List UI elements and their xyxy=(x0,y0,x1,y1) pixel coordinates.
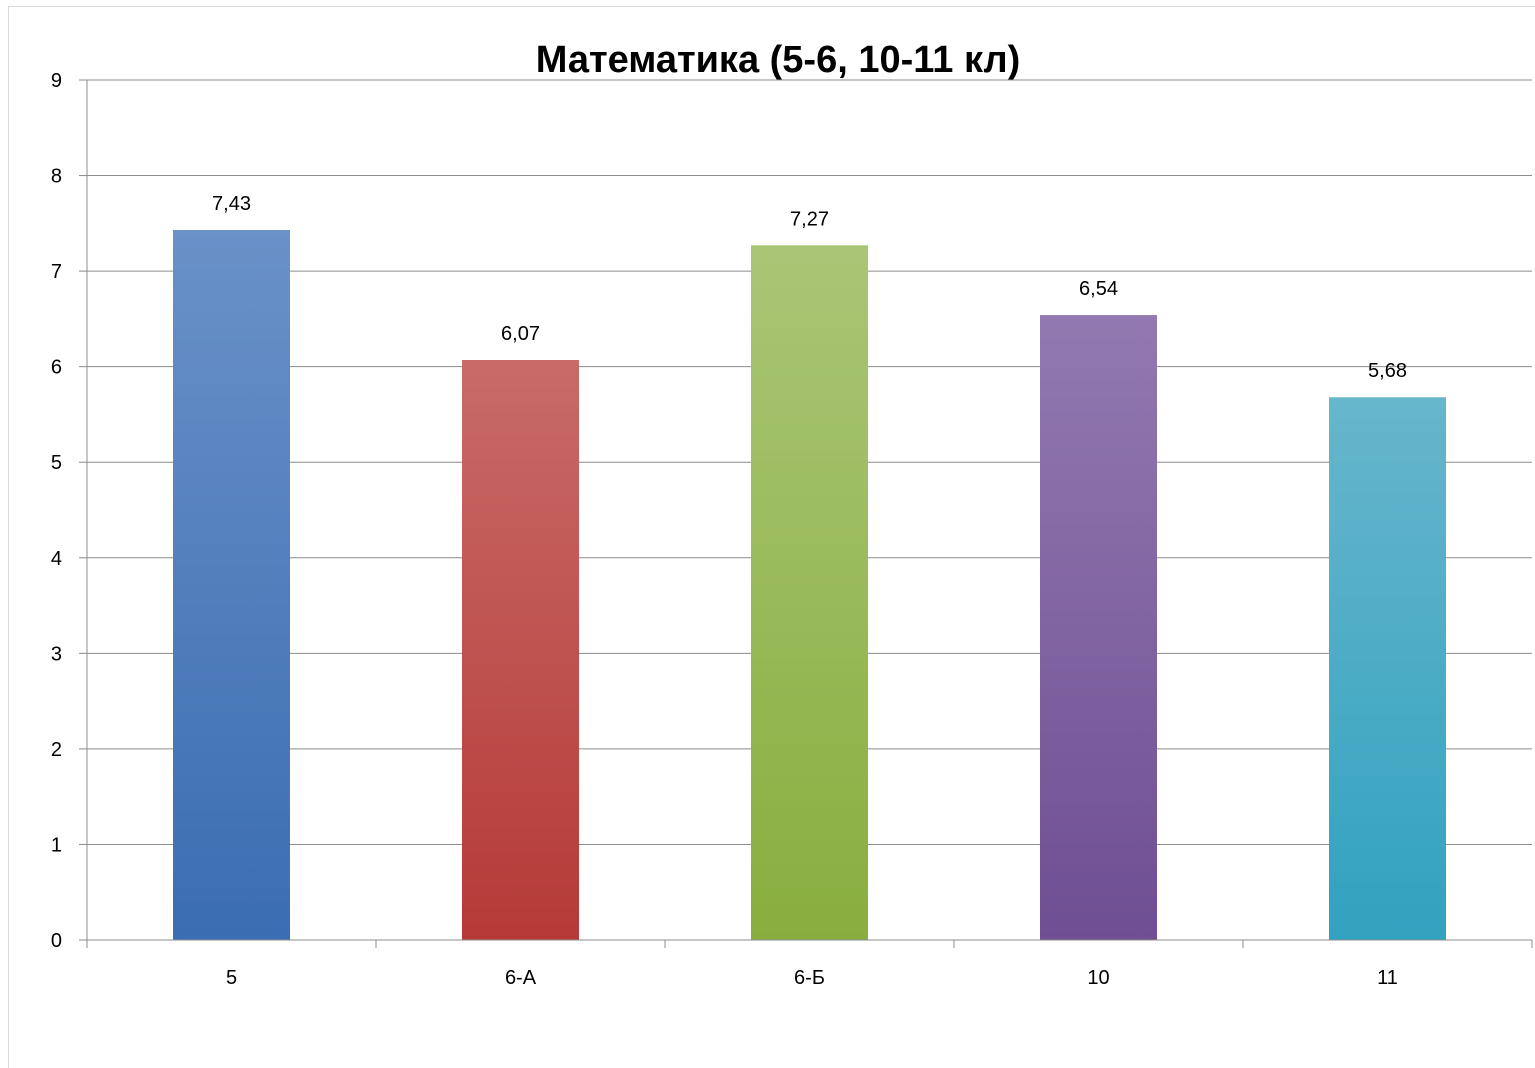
y-tick-label: 4 xyxy=(51,548,62,570)
bar-10 xyxy=(1040,315,1157,941)
x-tick-label: 6-А xyxy=(505,967,537,989)
x-tick-label: 11 xyxy=(1377,967,1398,989)
chart-title: Математика (5-6, 10-11 кл) xyxy=(536,39,1021,81)
x-tick-label: 5 xyxy=(226,967,237,989)
data-label: 6,07 xyxy=(501,323,540,345)
chart-frame xyxy=(8,6,1535,1068)
bar-6-Б xyxy=(751,245,868,941)
y-tick-label: 7 xyxy=(51,261,62,283)
y-tick-label: 0 xyxy=(51,930,62,952)
y-tick-label: 8 xyxy=(51,166,62,188)
bars xyxy=(173,230,1446,941)
data-label: 7,27 xyxy=(790,208,829,230)
x-tick-label: 6-Б xyxy=(794,967,825,989)
y-tick-label: 3 xyxy=(51,643,62,665)
x-axis-ticks: 5 6-А 6-Б 10 11 xyxy=(86,940,1533,989)
y-tick-label: 2 xyxy=(51,739,62,761)
bar-5 xyxy=(173,230,290,940)
x-tick-label: 10 xyxy=(1087,967,1109,989)
data-label: 6,54 xyxy=(1079,278,1118,300)
data-labels: 7,43 6,07 7,27 6,54 5,68 xyxy=(212,193,1407,382)
y-axis-ticks: 0 1 2 3 4 5 6 7 8 9 xyxy=(51,70,87,952)
data-label: 5,68 xyxy=(1368,360,1407,382)
y-tick-label: 6 xyxy=(51,357,62,379)
bar-11 xyxy=(1329,397,1446,940)
y-tick-label: 5 xyxy=(51,452,62,474)
axes xyxy=(86,80,1532,941)
data-label: 7,43 xyxy=(212,193,251,215)
bar-6-А xyxy=(462,359,579,940)
y-tick-label: 1 xyxy=(51,834,62,856)
y-tick-label: 9 xyxy=(51,70,62,92)
